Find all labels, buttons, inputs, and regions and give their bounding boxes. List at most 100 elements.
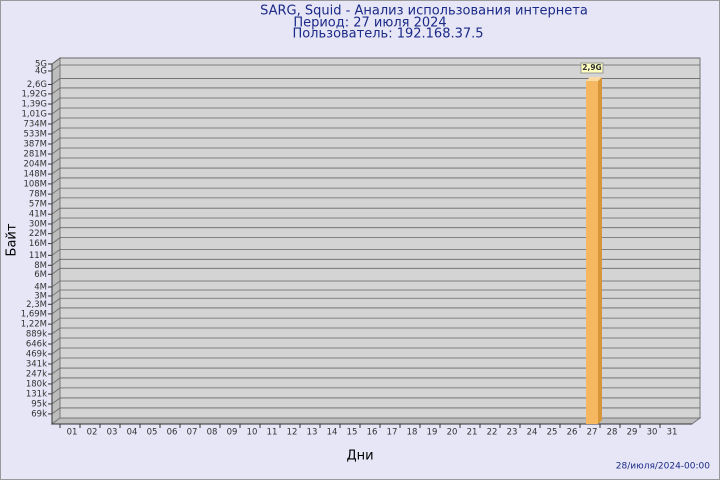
value-label-box	[580, 62, 604, 74]
x-tick-label: 30	[647, 428, 658, 438]
y-tick-label: 30M	[29, 219, 47, 229]
x-tick-label: 31	[667, 428, 678, 438]
y-tick-label: 4G	[35, 66, 47, 76]
y-tick-label: 69k	[31, 409, 47, 419]
y-tick-label: 5G	[35, 60, 47, 70]
grid-line	[51, 117, 700, 125]
y-tick-label: 533M	[23, 130, 47, 140]
y-tick-label: 281M	[23, 150, 47, 160]
x-tick-label: 15	[347, 428, 358, 438]
grid-line	[51, 267, 700, 275]
y-tick-label: 95k	[31, 399, 47, 409]
x-tick-label: 11	[267, 428, 278, 438]
chart-title: SARG, Squid - Анализ использования интер…	[260, 4, 588, 19]
x-tick-label: 10	[247, 428, 258, 438]
y-tick-label: 148M	[23, 170, 47, 180]
x-tick-label: 02	[87, 428, 98, 438]
x-tick-label: 13	[307, 428, 318, 438]
x-tick-label: 21	[467, 428, 478, 438]
floor	[50, 417, 702, 425]
grid-line	[51, 280, 700, 288]
grid-line	[51, 367, 700, 375]
x-tick-label: 25	[547, 428, 558, 438]
grid-line	[51, 317, 700, 325]
x-tick-label: 18	[407, 428, 418, 438]
x-tick-label: 06	[167, 428, 178, 438]
grid-line	[51, 157, 700, 165]
x-tick-label: 05	[147, 428, 158, 438]
y-tick-label: 4M	[34, 282, 47, 292]
bar-side	[598, 77, 602, 424]
x-tick-label: 20	[447, 428, 458, 438]
y-tick-label: 78M	[29, 190, 47, 200]
y-tick-label: 6M	[34, 270, 47, 280]
y-tick-label: 3M	[34, 291, 47, 301]
grid-line	[51, 248, 700, 256]
grid-line	[51, 107, 700, 115]
y-tick-label: 469k	[26, 350, 47, 360]
y-tick-label: 11M	[29, 251, 47, 261]
y-tick-label: 131k	[26, 389, 47, 399]
y-tick-label: 1,92G	[21, 89, 47, 99]
x-tick-label: 14	[327, 428, 338, 438]
x-tick-label: 29	[627, 428, 638, 438]
grid-line	[51, 137, 700, 145]
x-tick-label: 16	[367, 428, 378, 438]
grid-line	[51, 347, 700, 355]
x-tick-label: 26	[567, 428, 578, 438]
x-tick-label: 03	[107, 428, 118, 438]
y-tick-label: 646k	[26, 339, 47, 349]
grid-line	[51, 197, 700, 205]
grid-line	[51, 127, 700, 135]
x-axis-title: Дни	[346, 449, 373, 464]
value-label: 2,9G	[582, 63, 601, 72]
grid-line	[51, 97, 700, 105]
grid-line	[51, 387, 700, 395]
y-tick-label: 108M	[23, 179, 47, 189]
chart-subtitle: Пользователь: 192.168.37.5	[292, 27, 483, 42]
x-tick-label: 24	[527, 428, 538, 438]
grid-line	[51, 377, 700, 385]
grid-line	[51, 217, 700, 225]
grid-line	[51, 289, 700, 297]
x-tick-label: 27	[587, 428, 598, 438]
bar	[586, 81, 598, 424]
y-tick-label: 1,01G	[21, 110, 47, 120]
x-tick-label: 09	[227, 428, 238, 438]
x-tick-label: 22	[487, 428, 498, 438]
grid-line	[51, 357, 700, 365]
grid-line	[51, 237, 700, 244]
footer-date: 28/июля/2024-00:00	[616, 462, 710, 472]
x-tick-label: 23	[507, 428, 518, 438]
x-tick-label: 01	[67, 428, 78, 438]
grid-line	[51, 147, 700, 155]
grid-line	[51, 397, 700, 405]
grid-line	[51, 258, 700, 266]
grid-line	[51, 78, 700, 85]
grid-line	[51, 167, 700, 175]
y-tick-label: 1,69M	[21, 309, 47, 319]
grid-line	[51, 227, 700, 234]
y-tick-label: 16M	[29, 239, 47, 249]
grid-line	[51, 327, 700, 335]
grid-line	[51, 407, 700, 415]
y-tick-label: 341k	[26, 359, 47, 369]
y-tick-label: 1,22M	[21, 320, 47, 330]
x-tick-label: 04	[127, 428, 138, 438]
grid-line	[51, 337, 700, 345]
y-tick-label: 204M	[23, 160, 47, 170]
grid-line	[51, 64, 700, 72]
x-tick-label: 08	[207, 428, 218, 438]
y-tick-label: 8M	[34, 261, 47, 271]
bar-top	[586, 77, 602, 82]
x-tick-label: 07	[187, 428, 198, 438]
y-tick-label: 180k	[26, 379, 47, 389]
y-tick-label: 387M	[23, 140, 47, 150]
grid-line	[51, 57, 700, 65]
y-tick-label: 2,6G	[27, 80, 47, 90]
grid-line	[51, 177, 700, 185]
chart-subtitle: Период: 27 июля 2024	[293, 16, 446, 31]
x-tick-label: 28	[607, 428, 618, 438]
grid-line	[51, 87, 700, 95]
